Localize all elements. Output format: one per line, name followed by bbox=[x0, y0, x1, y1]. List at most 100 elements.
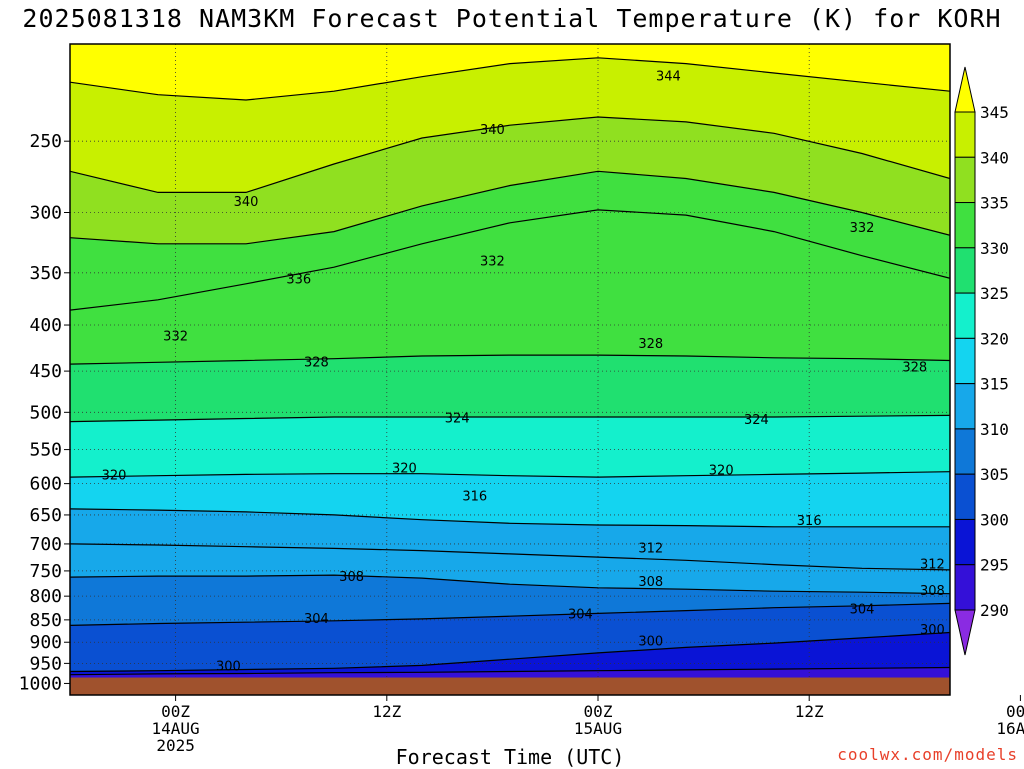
fill-band-336 bbox=[70, 117, 950, 244]
colorbar-tick-label: 340 bbox=[980, 148, 1009, 167]
colorbar-band bbox=[954, 337, 976, 385]
contour-label: 328 bbox=[304, 355, 329, 370]
ground-layer bbox=[70, 677, 950, 695]
y-tick-label: 350 bbox=[29, 263, 62, 284]
colorbar: 345 340 335 330 325 320 315 310 305 300 295 290 bbox=[954, 66, 1009, 656]
colorbar-max-arrow bbox=[954, 66, 976, 113]
plot-frame bbox=[69, 43, 951, 696]
y-tick-label: 700 bbox=[29, 534, 62, 555]
y-tick-label: 650 bbox=[29, 505, 62, 526]
colorbar-tick-label: 330 bbox=[980, 239, 1009, 258]
colorbar-band bbox=[954, 111, 976, 158]
colorbar-band bbox=[954, 383, 976, 430]
contour-label: 316 bbox=[462, 489, 487, 504]
y-tick-label: 850 bbox=[29, 610, 62, 631]
contour-label: 300 bbox=[920, 623, 945, 638]
y-tick-label: 600 bbox=[29, 474, 62, 495]
y-tick-label: 550 bbox=[29, 440, 62, 461]
y-tick-label: 900 bbox=[29, 632, 62, 653]
contour-label: 308 bbox=[339, 570, 364, 585]
ground-surface bbox=[70, 677, 950, 695]
isentrope-312 bbox=[70, 543, 950, 571]
colorbar-band bbox=[954, 428, 976, 475]
contour-label: 332 bbox=[163, 330, 188, 345]
y-axis: 2503003504004505005506006507007508008509… bbox=[19, 131, 70, 694]
contour-label: 324 bbox=[445, 412, 470, 427]
fill-band-312 bbox=[70, 508, 950, 570]
y-tick-label: 300 bbox=[29, 203, 62, 224]
isentrope-344 bbox=[70, 57, 950, 101]
contour-label: 332 bbox=[480, 254, 505, 269]
x-tick-label: 16AUG bbox=[996, 719, 1024, 738]
isentrope-324 bbox=[70, 414, 950, 423]
x-tick-label: 12Z bbox=[795, 702, 824, 721]
contour-label: 300 bbox=[638, 634, 663, 649]
x-tick-label: 12Z bbox=[372, 702, 401, 721]
colorbar-tick-label: 335 bbox=[980, 194, 1009, 213]
contour-label: 312 bbox=[920, 558, 945, 573]
fill-band-304 bbox=[70, 575, 950, 626]
y-tick-label: 750 bbox=[29, 561, 62, 582]
isentrope-304 bbox=[70, 602, 950, 626]
y-tick-label: 400 bbox=[29, 315, 62, 336]
temperature-fill-layer bbox=[70, 44, 950, 695]
gridlines bbox=[70, 44, 950, 695]
colorbar-tick-label: 290 bbox=[980, 601, 1009, 620]
colorbar-tick-label: 315 bbox=[980, 375, 1009, 394]
contour-label: 340 bbox=[234, 195, 259, 210]
x-axis-label: Forecast Time (UTC) bbox=[395, 745, 625, 769]
x-tick-label: 15AUG bbox=[574, 719, 622, 738]
contour-label: 328 bbox=[638, 337, 663, 352]
y-tick-label: 500 bbox=[29, 402, 62, 423]
contour-label: 320 bbox=[102, 469, 127, 484]
isentrope-340 bbox=[70, 116, 950, 193]
credit-text: coolwx.com/models bbox=[837, 745, 1018, 764]
contour-label: 340 bbox=[480, 123, 505, 138]
contour-label: 308 bbox=[920, 584, 945, 599]
contour-label: 320 bbox=[392, 461, 417, 476]
isentrope-contours bbox=[70, 57, 950, 676]
isentrope-336 bbox=[70, 170, 950, 245]
isentrope-320 bbox=[70, 471, 950, 478]
x-tick-label: 00Z bbox=[584, 702, 613, 721]
x-tick-label: 00Z bbox=[1006, 702, 1024, 721]
colorbar-tick-label: 310 bbox=[980, 420, 1009, 439]
colorbar-band bbox=[954, 473, 976, 520]
chart-title: 2025081318 NAM3KM Forecast Potential Tem… bbox=[22, 4, 1002, 33]
fill-band-top bbox=[70, 44, 950, 100]
contour-label: 308 bbox=[638, 575, 663, 590]
colorbar-band bbox=[954, 564, 976, 611]
y-tick-label: 950 bbox=[29, 653, 62, 674]
isentrope-296 bbox=[70, 666, 950, 676]
fill-band-328 bbox=[70, 209, 950, 365]
x-tick-label: 2025 bbox=[156, 736, 195, 755]
x-tick-label: 14AUG bbox=[152, 719, 200, 738]
colorbar-band bbox=[954, 156, 976, 204]
y-tick-label: 450 bbox=[29, 361, 62, 382]
colorbar-band bbox=[954, 292, 976, 339]
isentrope-316 bbox=[70, 508, 950, 528]
contour-label: 304 bbox=[850, 603, 875, 618]
contour-labels: 300 300 300 304 304 304 308 308 308 312 312 316 316 3… bbox=[102, 70, 945, 675]
fill-band-296 bbox=[70, 632, 950, 675]
contour-label: 312 bbox=[638, 541, 663, 556]
contour-label: 320 bbox=[709, 463, 734, 478]
contour-label: 304 bbox=[568, 607, 593, 622]
contour-label: 324 bbox=[744, 413, 769, 428]
fill-band-308 bbox=[70, 543, 950, 594]
contour-label: 316 bbox=[797, 514, 822, 529]
colorbar-tick-label: 300 bbox=[980, 510, 1009, 529]
colorbar-tick-label: 325 bbox=[980, 284, 1009, 303]
colorbar-band bbox=[954, 247, 976, 294]
y-tick-label: 250 bbox=[29, 131, 62, 152]
fill-band-300 bbox=[70, 603, 950, 672]
contour-label: 304 bbox=[304, 612, 329, 627]
y-tick-label: 1000 bbox=[19, 673, 62, 694]
x-axis: 00Z14AUG202512Z00Z15AUG12Z00Z16AUG bbox=[152, 695, 1024, 755]
contour-label: 332 bbox=[850, 221, 875, 236]
colorbar-band bbox=[954, 518, 976, 566]
colorbar-tick-label: 295 bbox=[980, 556, 1009, 575]
colorbar-tick-label: 305 bbox=[980, 465, 1009, 484]
contour-label: 300 bbox=[216, 660, 241, 675]
contour-label: 336 bbox=[286, 272, 311, 287]
